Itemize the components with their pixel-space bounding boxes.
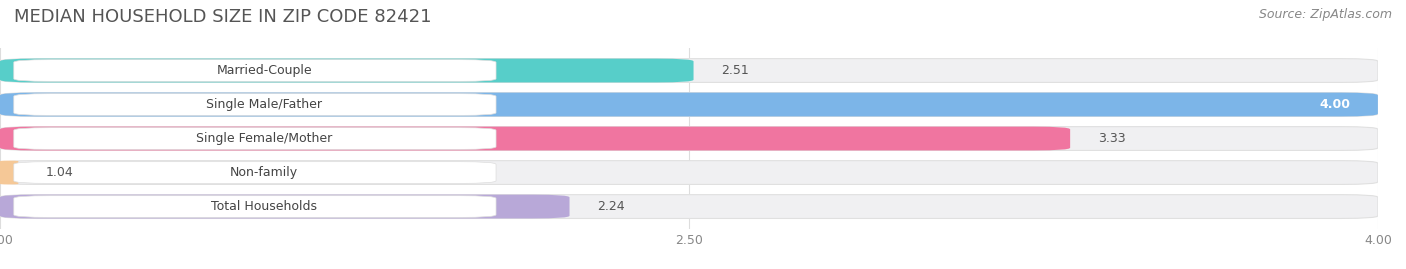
Text: MEDIAN HOUSEHOLD SIZE IN ZIP CODE 82421: MEDIAN HOUSEHOLD SIZE IN ZIP CODE 82421	[14, 8, 432, 26]
FancyBboxPatch shape	[0, 59, 693, 82]
FancyBboxPatch shape	[0, 93, 1378, 116]
FancyBboxPatch shape	[14, 162, 496, 183]
FancyBboxPatch shape	[0, 59, 1378, 82]
FancyBboxPatch shape	[0, 127, 1378, 150]
Text: Source: ZipAtlas.com: Source: ZipAtlas.com	[1258, 8, 1392, 21]
Text: Single Male/Father: Single Male/Father	[207, 98, 322, 111]
FancyBboxPatch shape	[0, 195, 1378, 218]
Text: 2.51: 2.51	[721, 64, 749, 77]
FancyBboxPatch shape	[0, 93, 1378, 116]
Text: Non-family: Non-family	[231, 166, 298, 179]
FancyBboxPatch shape	[0, 161, 1378, 185]
FancyBboxPatch shape	[14, 128, 496, 149]
Text: Married-Couple: Married-Couple	[217, 64, 312, 77]
Text: 1.04: 1.04	[46, 166, 73, 179]
FancyBboxPatch shape	[14, 196, 496, 217]
Text: 2.24: 2.24	[598, 200, 624, 213]
FancyBboxPatch shape	[0, 127, 1070, 150]
Text: 3.33: 3.33	[1098, 132, 1125, 145]
Text: 4.00: 4.00	[1319, 98, 1350, 111]
FancyBboxPatch shape	[0, 195, 569, 218]
FancyBboxPatch shape	[14, 94, 496, 115]
Text: Total Households: Total Households	[211, 200, 318, 213]
FancyBboxPatch shape	[0, 161, 18, 185]
FancyBboxPatch shape	[14, 60, 496, 82]
Text: Single Female/Mother: Single Female/Mother	[195, 132, 332, 145]
